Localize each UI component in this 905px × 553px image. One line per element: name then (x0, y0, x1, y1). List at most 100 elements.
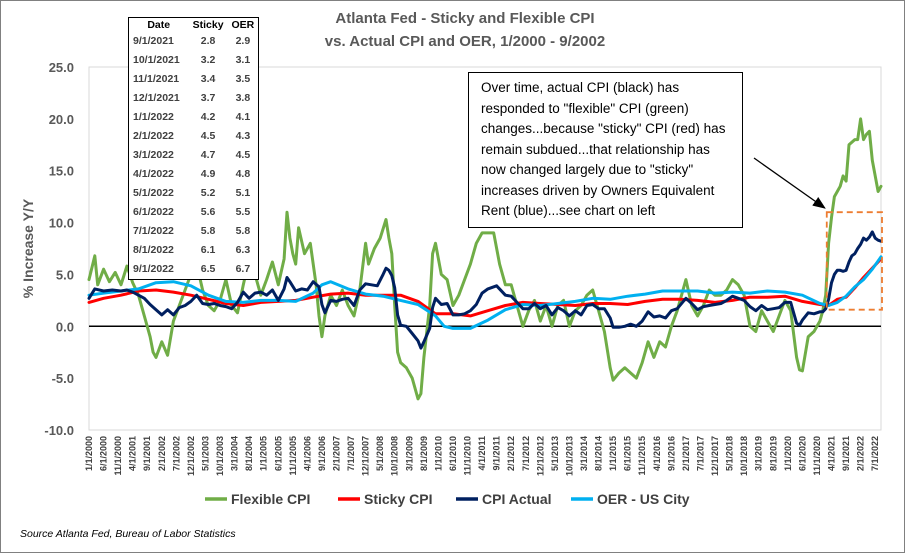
series-line-cpi-actual (87, 230, 883, 350)
table-row: 10/1/2021 3.2 3.1 (129, 51, 259, 70)
table-row: 12/1/2021 3.7 3.8 (129, 89, 259, 108)
legend-label-sticky-cpi: Sticky CPI (364, 491, 432, 507)
x-tick-label: 7/1/2017 (695, 436, 705, 471)
x-tick-label: 4/1/2006 (302, 436, 312, 471)
table-cell-date: 9/1/2022 (133, 263, 174, 275)
y-tick-label: 10.0 (49, 216, 74, 231)
table-cell-oer: 4.3 (235, 130, 251, 142)
table-header-sticky: Sticky (192, 19, 224, 31)
x-tick-label: 12/1/2017 (710, 436, 720, 476)
x-tick-label: 1/1/2010 (433, 436, 443, 471)
x-tick-label: 12/1/2012 (535, 436, 545, 476)
x-tick-label: 9/1/2006 (317, 436, 327, 471)
data-table: Date Sticky OER 9/1/2021 2.8 2.9 10/1/2021 3… (128, 17, 259, 280)
series-line-sticky-cpi (87, 257, 883, 318)
table-cell-date: 4/1/2022 (133, 168, 174, 180)
table-header-oer: OER (231, 19, 255, 31)
x-tick-label: 11/1/2020 (812, 436, 822, 476)
x-tick-label: 2/1/2002 (157, 436, 167, 471)
y-axis-label: % Increase Y/Y (20, 198, 36, 298)
table-cell-oer: 3.8 (235, 92, 251, 104)
x-tick-label: 1/1/2020 (783, 436, 793, 471)
legend-label-oer-us-city: OER - US City (597, 491, 690, 507)
x-tick-label: 10/1/2008 (390, 436, 400, 476)
x-tick-label: 10/1/2013 (564, 436, 574, 476)
x-tick-label: 11/1/2000 (113, 436, 123, 476)
table-cell-oer: 6.3 (235, 244, 251, 256)
table-cell-sticky: 2.8 (200, 35, 216, 47)
table-cell-oer: 3.1 (235, 54, 251, 66)
x-tick-label: 7/1/2022 (870, 436, 880, 471)
x-tick-label: 8/1/2004 (244, 436, 254, 471)
table-cell-sticky: 4.7 (200, 149, 216, 161)
table-header-date: Date (147, 19, 171, 31)
x-tick-label: 6/1/2020 (797, 436, 807, 471)
y-tick-label: 0.0 (56, 319, 74, 334)
x-tick-label: 5/1/2018 (725, 436, 735, 471)
table-cell-date: 8/1/2022 (133, 244, 174, 256)
x-tick-label: 3/1/2009 (404, 436, 414, 471)
x-tick-label: 5/1/2008 (375, 436, 385, 471)
x-tick-label: 11/1/2005 (288, 436, 298, 476)
table-cell-oer: 5.8 (235, 225, 251, 237)
x-tick-label: 6/1/2005 (273, 436, 283, 471)
table-cell-date: 9/1/2021 (133, 35, 174, 47)
chart-subtitle: vs. Actual CPI and OER, 1/2000 - 9/2002 (324, 33, 606, 50)
table-row: 4/1/2022 4.9 4.8 (129, 165, 259, 184)
legend-label-flexible-cpi: Flexible CPI (231, 491, 310, 507)
table-cell-oer: 5.1 (235, 187, 251, 199)
x-tick-label: 12/1/2002 (186, 436, 196, 476)
y-tick-label: -10.0 (44, 423, 74, 438)
x-tick-label: 4/1/2021 (827, 436, 837, 471)
table-cell-oer: 4.8 (235, 168, 251, 180)
x-tick-label: 10/1/2003 (215, 436, 225, 476)
table-cell-sticky: 3.2 (200, 54, 216, 66)
legend-label-cpi-actual: CPI Actual (482, 491, 552, 507)
y-tick-label: 25.0 (49, 60, 74, 75)
x-tick-label: 2/1/2007 (332, 436, 342, 471)
x-tick-label: 3/1/2014 (579, 436, 589, 471)
table-cell-date: 10/1/2021 (133, 54, 180, 66)
x-tick-label: 2/1/2022 (856, 436, 866, 471)
table-cell-oer: 3.5 (235, 73, 251, 85)
x-tick-label: 3/1/2019 (754, 436, 764, 471)
annotation-box: Over time, actual CPI (black) has respon… (468, 72, 743, 228)
table-cell-sticky: 6.1 (200, 244, 216, 256)
chart-title-block: Atlanta Fed - Sticky and Flexible CPI vs… (255, 7, 675, 53)
x-tick-label: 10/1/2018 (739, 436, 749, 476)
table-cell-sticky: 5.8 (200, 225, 216, 237)
x-tick-label: 6/1/2000 (99, 436, 109, 471)
table-row: 9/1/2021 2.8 2.9 (129, 32, 259, 51)
table-row: 8/1/2022 6.1 6.3 (129, 241, 259, 260)
table-row: 3/1/2022 4.7 4.5 (129, 146, 259, 165)
table-cell-date: 12/1/2021 (133, 92, 180, 104)
table-cell-sticky: 4.9 (200, 168, 216, 180)
table-cell-sticky: 5.2 (200, 187, 216, 199)
x-tick-label: 9/1/2016 (666, 436, 676, 471)
table-cell-date: 3/1/2022 (133, 149, 174, 161)
x-tick-label: 1/1/2005 (259, 436, 269, 471)
x-tick-label: 9/1/2001 (142, 436, 152, 471)
y-tick-label: 20.0 (49, 112, 74, 127)
table-row: 7/1/2022 5.8 5.8 (129, 222, 259, 241)
x-tick-label: 4/1/2011 (477, 436, 487, 471)
y-tick-label: 15.0 (49, 164, 74, 179)
table-row: 2/1/2022 4.5 4.3 (129, 127, 259, 146)
table-cell-oer: 4.5 (235, 149, 251, 161)
source-note: Source Atlanta Fed, Bureau of Labor Stat… (20, 528, 236, 540)
x-tick-label: 6/1/2010 (448, 436, 458, 471)
table-row: 11/1/2021 3.4 3.5 (129, 70, 259, 89)
table-cell-date: 1/1/2022 (133, 111, 174, 123)
table-row: 5/1/2022 5.2 5.1 (129, 184, 259, 203)
x-tick-label: 7/1/2002 (171, 436, 181, 471)
x-tick-label: 4/1/2001 (128, 436, 138, 471)
x-tick-label: 8/1/2014 (594, 436, 604, 471)
x-tick-label: 9/1/2021 (841, 436, 851, 471)
y-tick-label: 5.0 (56, 267, 74, 282)
x-tick-label: 7/1/2012 (521, 436, 531, 471)
chart-title: Atlanta Fed - Sticky and Flexible CPI (335, 10, 595, 27)
table-cell-oer: 2.9 (235, 35, 251, 47)
table-cell-date: 5/1/2022 (133, 187, 174, 199)
table-row: 9/1/2022 6.5 6.7 (129, 260, 259, 280)
table-cell-sticky: 3.7 (200, 92, 216, 104)
